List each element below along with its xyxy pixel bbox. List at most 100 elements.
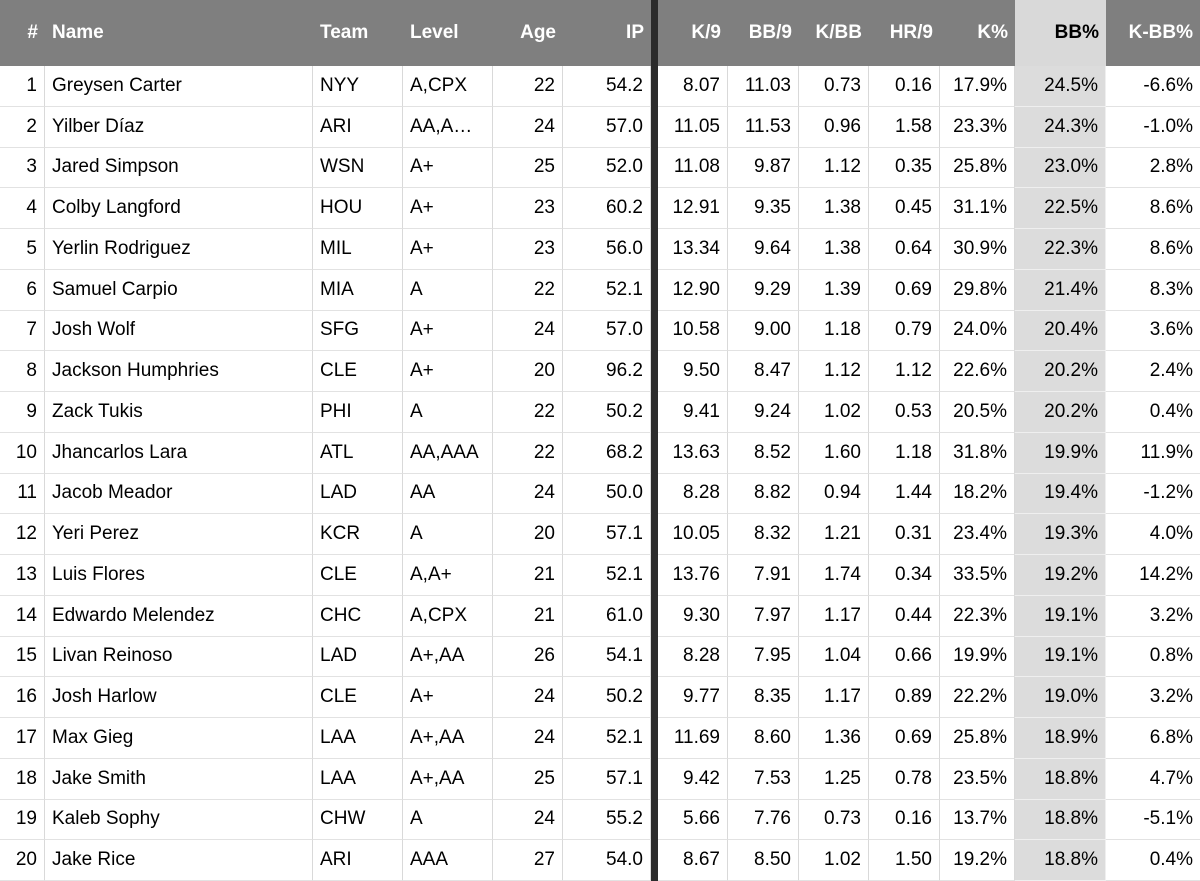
table-row: 15 Livan Reinoso LAD A+,AA 26 54.1 8.28 7.95 1.0… [0,636,1200,678]
cell-kbbpct: 0.4% [1106,840,1200,881]
cell-k9: 8.07 [658,66,728,107]
cell-level: A,CPX [403,66,493,107]
column-header-kbbpct[interactable]: K-BB% [1106,0,1200,66]
cell-bb9: 9.64 [728,229,799,270]
cell-bb9: 7.76 [728,799,799,841]
cell-team: MIA [313,269,403,311]
cell-kpct: 22.2% [940,677,1015,718]
table-row: 14 Edwardo Melendez CHC A,CPX 21 61.0 9.30 7.97… [0,595,1200,637]
cell-level: A [403,514,493,555]
column-header-age[interactable]: Age [493,0,563,66]
cell-ip: 57.0 [563,106,651,148]
column-header-ip[interactable]: IP [563,0,651,66]
column-header-kpct[interactable]: K% [940,0,1015,66]
cell-k9: 9.50 [658,351,728,392]
cell-name: Luis Flores [45,555,313,596]
header-row: # Name Team Level Age IP K/9 BB/9 K/BB HR/9 K% BB% K… [0,0,1200,66]
frozen-pane-divider [651,514,658,555]
cell-name: Yerlin Rodriguez [45,229,313,270]
cell-kbbpct: 11.9% [1106,432,1200,474]
cell-hr9: 0.34 [869,555,940,596]
cell-team: LAD [313,636,403,678]
cell-name: Edwardo Melendez [45,595,313,637]
cell-bb9: 7.91 [728,555,799,596]
table-row: 3 Jared Simpson WSN A+ 25 52.0 11.08 9.87 1.12 0.… [0,147,1200,189]
cell-team: CLE [313,351,403,392]
cell-k9: 5.66 [658,799,728,841]
cell-level: A+ [403,147,493,189]
cell-age: 24 [493,473,563,515]
cell-bb9: 9.35 [728,188,799,229]
cell-level: A+ [403,188,493,229]
cell-kbb: 1.17 [799,595,869,637]
cell-age: 26 [493,636,563,678]
cell-hr9: 1.12 [869,351,940,392]
column-header-bbpct[interactable]: BB% [1015,0,1106,66]
cell-ip: 52.1 [563,718,651,759]
cell-name: Colby Langford [45,188,313,229]
cell-rank: 17 [0,718,45,759]
table-row: 6 Samuel Carpio MIA A 22 52.1 12.90 9.29 1.39 0.6… [0,269,1200,311]
cell-ip: 61.0 [563,595,651,637]
cell-bb9: 7.97 [728,595,799,637]
column-header-team[interactable]: Team [313,0,403,66]
cell-rank: 4 [0,188,45,229]
cell-k9: 12.91 [658,188,728,229]
cell-age: 20 [493,514,563,555]
cell-hr9: 0.45 [869,188,940,229]
cell-bb9: 8.35 [728,677,799,718]
column-header-name[interactable]: Name [45,0,313,66]
cell-kbbpct: -5.1% [1106,799,1200,841]
table-row: 16 Josh Harlow CLE A+ 24 50.2 9.77 8.35 1.17 0.89… [0,677,1200,718]
cell-kbb: 1.12 [799,351,869,392]
table-row: 17 Max Gieg LAA A+,AA 24 52.1 11.69 8.60 1.36 0.6… [0,718,1200,759]
cell-rank: 14 [0,595,45,637]
column-header-bb9[interactable]: BB/9 [728,0,799,66]
cell-hr9: 1.44 [869,473,940,515]
cell-kpct: 19.9% [940,636,1015,678]
frozen-pane-divider [651,188,658,229]
frozen-pane-divider [651,269,658,311]
cell-team: SFG [313,310,403,352]
cell-bbpct: 20.2% [1015,392,1106,433]
cell-team: ARI [313,840,403,881]
frozen-pane-divider [651,392,658,433]
cell-ip: 57.1 [563,758,651,800]
frozen-pane-divider [651,758,658,800]
table-row: 4 Colby Langford HOU A+ 23 60.2 12.91 9.35 1.38 0… [0,188,1200,229]
table-body: 1 Greysen Carter NYY A,CPX 22 54.2 8.07 11.03 0.… [0,66,1200,881]
cell-ip: 60.2 [563,188,651,229]
cell-ip: 52.1 [563,555,651,596]
column-header-k9[interactable]: K/9 [658,0,728,66]
frozen-pane-divider [651,0,658,66]
cell-hr9: 0.31 [869,514,940,555]
cell-ip: 56.0 [563,229,651,270]
column-header-hr9[interactable]: HR/9 [869,0,940,66]
cell-team: ATL [313,432,403,474]
cell-ip: 52.0 [563,147,651,189]
cell-kpct: 20.5% [940,392,1015,433]
column-header-rank[interactable]: # [0,0,45,66]
cell-k9: 8.28 [658,636,728,678]
cell-kpct: 23.4% [940,514,1015,555]
cell-age: 21 [493,595,563,637]
frozen-pane-divider [651,229,658,270]
cell-kbb: 1.25 [799,758,869,800]
cell-hr9: 0.16 [869,66,940,107]
table-row: 12 Yeri Perez KCR A 20 57.1 10.05 8.32 1.21 0.31 2… [0,514,1200,555]
table-row: 10 Jhancarlos Lara ATL AA,AAA 22 68.2 13.63 8.5… [0,432,1200,474]
cell-hr9: 0.44 [869,595,940,637]
cell-k9: 11.05 [658,106,728,148]
cell-age: 24 [493,799,563,841]
cell-age: 25 [493,147,563,189]
cell-level: AA,AAA [403,432,493,474]
frozen-pane-divider [651,473,658,515]
cell-bb9: 8.82 [728,473,799,515]
cell-rank: 10 [0,432,45,474]
cell-name: Jhancarlos Lara [45,432,313,474]
column-header-kbb[interactable]: K/BB [799,0,869,66]
cell-kbb: 1.21 [799,514,869,555]
cell-ip: 96.2 [563,351,651,392]
column-header-level[interactable]: Level [403,0,493,66]
cell-bb9: 8.52 [728,432,799,474]
